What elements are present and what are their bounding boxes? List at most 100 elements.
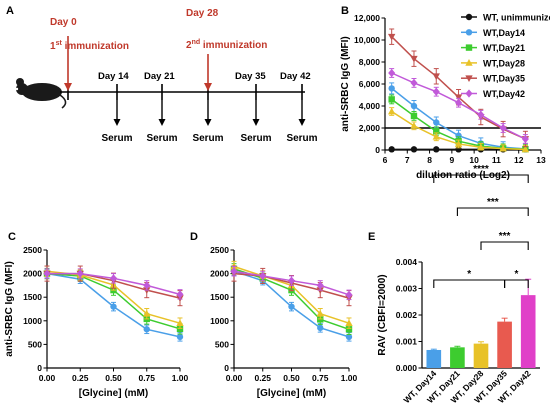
- legend: WT, unimmunized WT,Day14 WT,Day21 WT,Day28 W…: [461, 13, 550, 99]
- diamond-marker: [76, 269, 84, 278]
- triangle-down-marker: [388, 33, 396, 41]
- diamond-marker: [259, 271, 267, 281]
- immunization-arrowhead-2: [204, 83, 212, 91]
- triangle-marker: [143, 309, 151, 317]
- serum-label: Serum: [286, 133, 317, 144]
- x-axis-label: [Glycine] (mM): [79, 388, 148, 399]
- triangle-marker: [176, 319, 184, 327]
- diamond-marker: [455, 98, 463, 107]
- chart-d: 0.00 0.25 0.50 0.75 1.00 0 500 1000 1500 2000 2500…: [210, 245, 357, 399]
- day42-label: Day 42: [280, 71, 311, 82]
- chart-e: 0.000 0.001 0.002 0.003 0.004 RAV (CBFI=2000)…: [377, 164, 540, 405]
- circle-marker: [345, 333, 353, 341]
- serum-arrowhead: [113, 119, 121, 126]
- y-tick-label: 2,000: [359, 123, 381, 133]
- chart-b: 6 7 8 9 10 11 12 13 0 2,000 4,000 6,000 8,000 10,000 1…: [340, 13, 550, 182]
- triangle-marker: [432, 132, 440, 140]
- diamond-marker: [143, 281, 151, 290]
- y-tick-label: 500: [28, 339, 42, 349]
- serum-label: Serum: [240, 133, 271, 144]
- y-tick-label: 1500: [210, 292, 229, 302]
- significance-bracket: [433, 279, 506, 288]
- diamond-marker: [499, 123, 507, 133]
- significance-label: *: [514, 269, 518, 280]
- circle-marker: [317, 324, 324, 332]
- significance-bracket: [433, 174, 529, 183]
- y-tick-label: 0: [37, 363, 42, 373]
- diamond-marker: [43, 269, 51, 278]
- x-tick-label: 0.75: [312, 373, 329, 383]
- bar: [426, 349, 442, 368]
- triangle-marker: [499, 144, 507, 152]
- diamond-marker: [230, 267, 238, 276]
- y-tick-label: 0.004: [396, 257, 418, 267]
- triangle-marker: [477, 143, 485, 151]
- series-3: [388, 107, 530, 153]
- significance-label: ***: [487, 197, 499, 208]
- x-tick-label: 6: [383, 155, 388, 165]
- panel-label-b: B: [341, 5, 349, 17]
- circle-marker: [388, 85, 395, 92]
- x-tick-label: 0.50: [105, 373, 122, 383]
- serum-arrowhead: [204, 119, 212, 126]
- triangle-marker: [316, 309, 324, 317]
- x-tick-label: 8: [427, 155, 432, 165]
- immunization-arrowhead-1: [64, 83, 72, 91]
- serum-label: Serum: [146, 133, 177, 144]
- y-tick-label: 8,000: [359, 57, 381, 67]
- y-axis-label: anti-SRBC IgG (MFI): [4, 261, 15, 357]
- bar: [497, 321, 512, 368]
- x-tick-label: 13: [536, 155, 546, 165]
- x-tick-label: 0.25: [254, 373, 271, 383]
- square-marker: [465, 44, 473, 51]
- x-tick-label: 10: [469, 155, 479, 165]
- serum-arrowhead: [252, 119, 260, 126]
- panel-label-c: C: [8, 231, 16, 243]
- diamond-marker: [477, 110, 485, 119]
- day14-label: Day 14: [98, 71, 129, 82]
- significance-label: *: [467, 269, 471, 280]
- y-tick-label: 12,000: [354, 13, 380, 23]
- circle-marker: [110, 303, 117, 310]
- x-tick-label: 0.50: [283, 373, 300, 383]
- x-tick-label: 0.00: [39, 373, 56, 383]
- square-marker: [410, 112, 418, 120]
- circle-marker: [288, 303, 295, 310]
- x-tick-label: 7: [405, 155, 410, 165]
- y-tick-label: 2000: [210, 269, 229, 279]
- x-axis-label: [Glycine] (mM): [257, 388, 326, 399]
- square-marker: [433, 128, 440, 135]
- triangle-marker: [465, 59, 473, 66]
- day21-label: Day 21: [144, 71, 175, 82]
- y-tick-label: 0.002: [396, 310, 418, 320]
- y-tick-label: 0: [224, 363, 229, 373]
- day28-label: Day 28: [186, 8, 219, 19]
- y-tick-label: 2500: [210, 245, 229, 255]
- triangle-down-marker: [465, 75, 473, 83]
- bar: [473, 343, 489, 368]
- y-axis-label: RAV (CBFI=2000): [377, 274, 388, 355]
- diamond-marker: [410, 78, 418, 88]
- y-tick-label: 1000: [210, 316, 229, 326]
- legend-label: WT, unimmunized: [483, 13, 550, 23]
- bar: [520, 295, 536, 368]
- serum-arrowhead: [158, 119, 166, 126]
- significance-label: ***: [499, 231, 511, 242]
- panel-label-a: A: [6, 5, 14, 17]
- y-tick-label: 0.001: [396, 337, 418, 347]
- serum-label: Serum: [192, 133, 223, 144]
- immunization-1-label: 1st immunization: [50, 40, 129, 52]
- x-tick-label: 1.00: [341, 373, 358, 383]
- immunization-2-label: 2nd immunization: [186, 39, 267, 51]
- diamond-marker: [287, 276, 296, 285]
- significance-bracket: [504, 279, 529, 288]
- square-marker: [345, 326, 353, 333]
- triangle-marker: [521, 145, 530, 153]
- y-tick-label: 500: [215, 339, 229, 349]
- day35-label: Day 35: [235, 71, 266, 82]
- mouse-icon: [15, 78, 67, 109]
- y-tick-label: 2000: [23, 269, 42, 279]
- panel-label-e: E: [368, 231, 375, 243]
- legend-label: WT,Day21: [483, 43, 525, 53]
